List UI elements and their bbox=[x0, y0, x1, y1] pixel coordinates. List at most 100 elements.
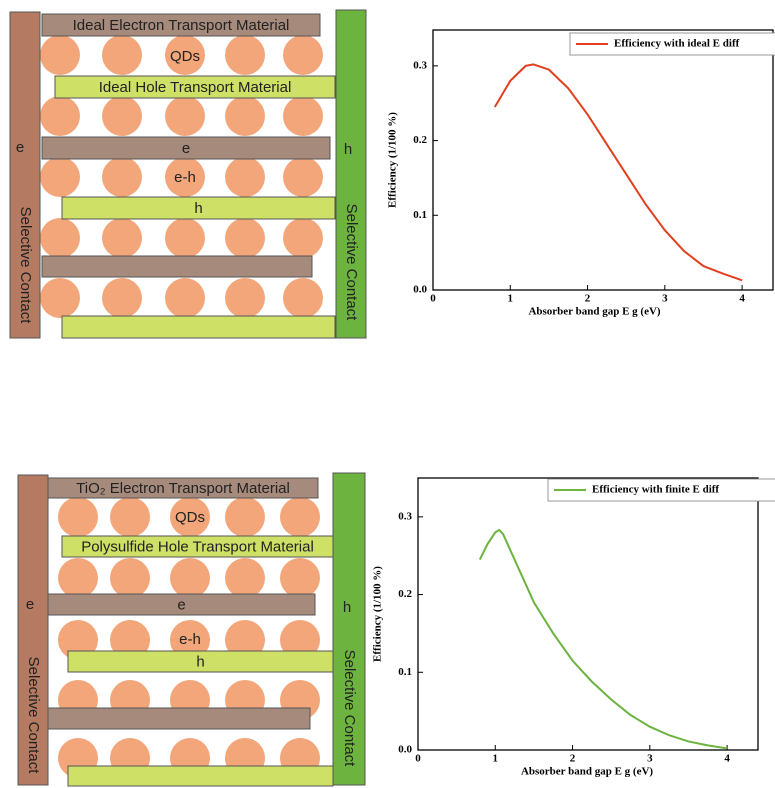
layer-label: Polysulfide Hole Transport Material bbox=[81, 538, 314, 555]
series-line bbox=[478, 528, 728, 750]
quantum-dot bbox=[170, 497, 210, 537]
quantum-dot bbox=[283, 157, 323, 197]
layer-label: Ideal Electron Transport Material bbox=[73, 17, 290, 34]
quantum-dot bbox=[225, 96, 265, 136]
transport-layer bbox=[61, 196, 336, 220]
qd-label: QDs bbox=[170, 48, 200, 65]
quantum-dot bbox=[280, 497, 320, 537]
layer-label: e bbox=[182, 140, 190, 157]
quantum-dot bbox=[40, 157, 80, 197]
quantum-dot bbox=[110, 558, 150, 598]
x-tick-label: 4 bbox=[724, 753, 730, 765]
contact-label: Selective Contact bbox=[17, 207, 34, 325]
quantum-dot bbox=[102, 278, 142, 318]
carrier-label: h bbox=[343, 599, 351, 616]
y-tick-label: 0.3 bbox=[398, 510, 412, 522]
device-diagram: Ideal Electron Transport Material Ideal H… bbox=[9, 9, 367, 339]
quantum-dot bbox=[170, 558, 210, 598]
y-tick-label: 0.0 bbox=[413, 284, 427, 296]
y-axis-label: Efficiency (1/100 %) bbox=[387, 112, 399, 208]
layer-label: e bbox=[177, 596, 185, 613]
quantum-dot bbox=[283, 218, 323, 258]
transport-layer bbox=[54, 75, 336, 99]
y-tick-label: 0.2 bbox=[398, 588, 412, 600]
y-tick-label: 0.3 bbox=[413, 59, 427, 71]
x-tick-label: 0 bbox=[415, 753, 421, 765]
quantum-dot bbox=[58, 620, 98, 660]
quantum-dot bbox=[40, 35, 80, 75]
quantum-dot bbox=[165, 278, 205, 318]
quantum-dot bbox=[165, 96, 205, 136]
plot-frame bbox=[417, 477, 759, 751]
quantum-dot bbox=[225, 558, 265, 598]
y-axis-label: Efficiency (1/100 %) bbox=[372, 566, 384, 662]
right-contact bbox=[332, 472, 366, 786]
left-contact bbox=[9, 11, 41, 339]
quantum-dot bbox=[58, 497, 98, 537]
quantum-dot bbox=[165, 157, 205, 197]
x-tick-label: 1 bbox=[508, 293, 514, 305]
transport-layer bbox=[61, 535, 334, 558]
x-axis-label: Absorber band gap E g (eV) bbox=[528, 306, 660, 318]
y-tick-label: 0.2 bbox=[413, 134, 427, 146]
quantum-dot bbox=[225, 218, 265, 258]
quantum-dot bbox=[283, 96, 323, 136]
quantum-dot bbox=[102, 35, 142, 75]
exciton-label: e-h bbox=[174, 169, 196, 186]
x-tick-label: 0 bbox=[430, 293, 436, 305]
qd-label: QDs bbox=[175, 509, 205, 526]
chart: 0.0 0.1 0.2 0.3 0 1 2 3 4 Absorber band gap E g (… bbox=[387, 29, 775, 318]
quantum-dot bbox=[102, 96, 142, 136]
x-tick-label: 3 bbox=[647, 753, 653, 765]
y-tick-label: 0.1 bbox=[413, 209, 427, 221]
plot-frame bbox=[432, 29, 774, 291]
carrier-label: e bbox=[26, 596, 34, 613]
quantum-dot bbox=[225, 157, 265, 197]
device-diagram: TiO₂ Electron Transport Material Polysulf… bbox=[17, 472, 366, 787]
x-tick-label: 4 bbox=[739, 293, 745, 305]
quantum-dot bbox=[225, 497, 265, 537]
quantum-dot bbox=[165, 35, 205, 75]
quantum-dot bbox=[283, 278, 323, 318]
chart: 0.0 0.1 0.2 0.3 0 1 2 3 4 Absorber band gap E g (… bbox=[372, 477, 775, 778]
layer-label: TiO₂ Electron Transport Material bbox=[76, 480, 290, 497]
transport-layer bbox=[47, 707, 311, 730]
contact-label: Selective Contact bbox=[341, 650, 358, 768]
quantum-dot bbox=[58, 558, 98, 598]
transport-layer bbox=[47, 593, 316, 616]
quantum-dot bbox=[283, 35, 323, 75]
quantum-dot bbox=[102, 157, 142, 197]
y-tick-label: 0.1 bbox=[398, 666, 412, 678]
series-line bbox=[493, 63, 743, 282]
left-contact bbox=[17, 474, 49, 786]
x-axis-label: Absorber band gap E g (eV) bbox=[521, 766, 653, 778]
carrier-label: h bbox=[344, 141, 352, 158]
transport-layer bbox=[47, 477, 319, 499]
y-tick-label: 0.0 bbox=[398, 744, 412, 756]
transport-layer bbox=[41, 255, 313, 278]
quantum-dot bbox=[110, 620, 150, 660]
transport-layer bbox=[41, 136, 331, 160]
quantum-dot bbox=[110, 497, 150, 537]
transport-layer bbox=[67, 650, 334, 673]
quantum-dot bbox=[225, 35, 265, 75]
legend-box bbox=[569, 32, 775, 56]
transport-layer bbox=[61, 315, 336, 339]
quantum-dot bbox=[225, 278, 265, 318]
quantum-dot bbox=[280, 558, 320, 598]
contact-label: Selective Contact bbox=[343, 204, 360, 322]
legend-label: Efficiency with ideal E diff bbox=[614, 38, 740, 50]
exciton-label: e-h bbox=[179, 631, 201, 648]
contact-label: Selective Contact bbox=[25, 657, 42, 775]
layer-label: h bbox=[196, 653, 204, 670]
quantum-dot bbox=[165, 218, 205, 258]
quantum-dot bbox=[170, 620, 210, 660]
carrier-label: e bbox=[16, 139, 24, 156]
x-tick-label: 2 bbox=[585, 293, 591, 305]
quantum-dot bbox=[280, 620, 320, 660]
x-tick-label: 1 bbox=[493, 753, 499, 765]
transport-layer bbox=[41, 13, 321, 37]
quantum-dot bbox=[102, 218, 142, 258]
